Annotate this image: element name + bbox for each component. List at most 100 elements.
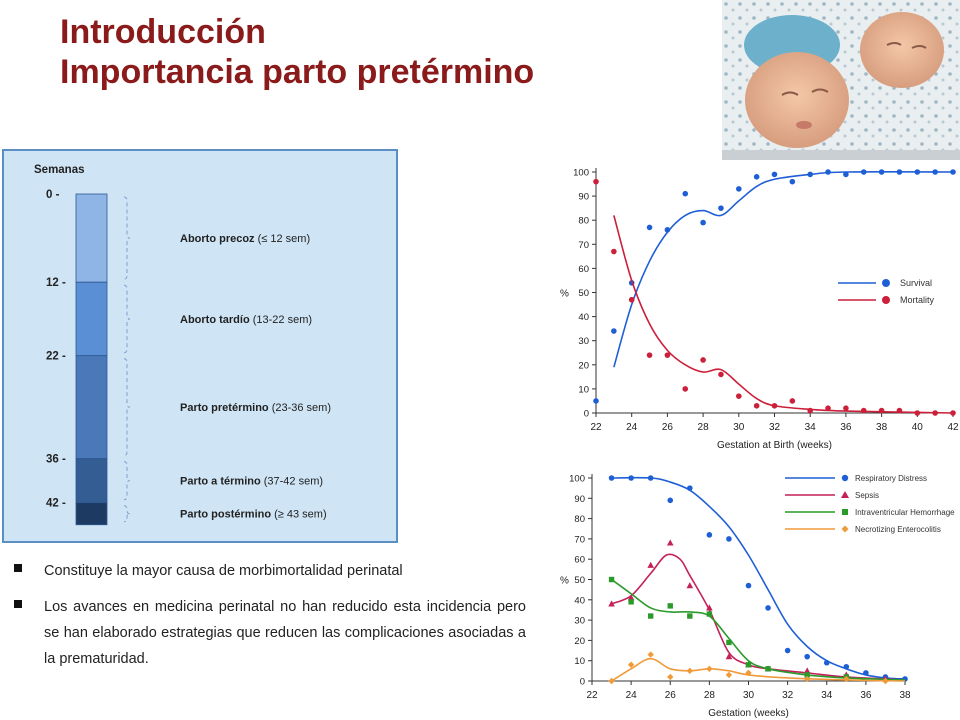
data-point [771,402,778,409]
data-point [860,407,867,414]
data-point [628,296,635,303]
x-tick-label: 22 [586,690,598,701]
data-point [706,532,713,538]
data-point [628,475,634,481]
segment-label-bold: Aborto tardío [180,314,250,326]
timeline-segment [75,355,108,459]
timeline-segment [75,193,108,283]
segment-label-range: (≥ 43 sem) [271,509,327,521]
data-point [789,178,796,185]
data-point [843,675,850,683]
data-point [765,605,771,611]
title-line-1: Introducción [60,13,266,51]
segment-label: Parto postérmino (≥ 43 sem) [180,509,327,521]
data-point [843,663,850,670]
y-tick-label: 10 [578,384,589,395]
timeline-tick-label: 0 - [46,189,60,201]
legend-marker [842,509,848,515]
data-point [608,475,615,481]
series-line [611,578,906,681]
y-tick-label: 10 [574,656,585,667]
data-point [718,371,724,378]
data-point [682,190,689,197]
y-tick-label: 100 [569,474,585,485]
data-point [628,599,634,605]
data-point [804,672,810,678]
segment-brace [123,358,131,457]
data-point [914,410,921,416]
data-point [726,639,732,646]
slide-title: Introducción Importancia parto pretérmin… [60,12,534,92]
x-tick-label: 22 [590,422,602,433]
data-point [932,169,938,175]
data-point [863,670,869,676]
x-tick-label: 38 [899,690,911,701]
y-tick-label: 70 [574,534,585,545]
square-bullet-icon [14,564,22,572]
series-line [613,215,954,414]
data-point [608,576,615,583]
data-point [706,604,713,611]
data-point [666,539,674,546]
legend-label: Respiratory Distress [855,474,927,483]
data-point [667,497,674,504]
data-point [647,613,654,619]
data-point [914,169,921,175]
data-point [687,485,693,491]
legend-label: Necrotizing Enterocolitis [855,525,941,534]
data-point [745,669,752,677]
gestation-timeline: Semanas Aborto precoz (≤ 12 sem) Aborto ta… [2,149,398,543]
data-point [932,410,938,416]
data-point [686,667,694,675]
legend-label: Mortality [900,295,935,305]
legend-marker [841,525,849,533]
y-tick-label: 20 [578,360,589,371]
data-point [765,666,771,672]
y-tick-label: 0 [580,677,585,688]
data-point [807,171,813,178]
data-point [753,174,760,180]
y-tick-label: 90 [578,192,589,203]
x-tick-label: 36 [840,422,852,433]
data-point [700,357,706,363]
data-point [700,219,706,226]
segment-label: Parto a término (37-42 sem) [180,476,323,488]
x-tick-label: 28 [698,422,710,433]
segment-label-bold: Parto a término [180,476,261,488]
bullet-item: Los avances en medicina perinatal no han… [14,594,526,672]
y-tick-label: 80 [578,216,589,227]
morbidity-chart: 22 24 26 28 30 32 34 36 38 0 10 20 30 40 50 60 70 80 90 100… [560,474,955,720]
y-axis-title: % [560,576,569,587]
data-point [843,171,849,178]
data-point [646,224,653,231]
data-point [664,352,671,358]
x-tick-label: 24 [626,422,638,433]
data-point [753,402,760,409]
y-tick-label: 0 [584,409,589,420]
data-point [825,405,831,411]
data-point [593,178,599,185]
x-tick-label: 28 [704,690,716,701]
data-point [736,186,742,192]
x-tick-label: 38 [876,422,888,433]
y-axis-title: % [560,289,569,300]
data-point [647,561,654,568]
y-tick-label: 90 [574,494,585,505]
data-point [718,205,724,211]
data-point [725,653,733,660]
timeline-header: Semanas [34,164,85,176]
data-point [667,603,673,609]
timeline-tick-label: 22 - [46,351,66,363]
data-point [736,393,742,399]
data-point [593,398,599,404]
segment-label: Aborto tardío (13-22 sem) [180,314,312,326]
segment-label-range: (23-36 sem) [269,402,331,414]
data-point [745,582,752,589]
data-point [745,662,752,668]
data-point [896,407,903,414]
newborn-twins-photo [722,0,960,160]
legend-label: Intraventricular Hemorrhage [855,508,955,517]
legend-marker [841,491,849,498]
data-point [843,405,849,411]
data-point [950,169,956,175]
